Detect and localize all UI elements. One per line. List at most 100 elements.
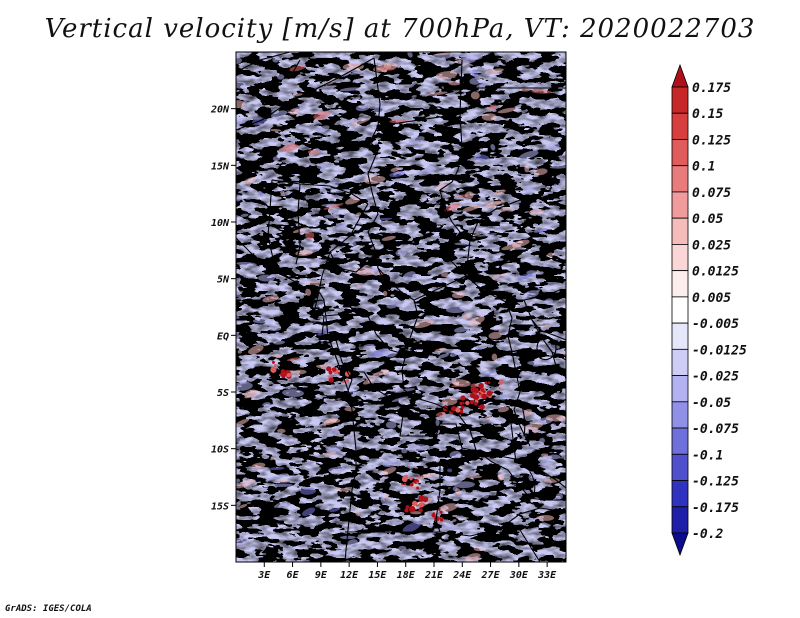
velocity-patch [265, 474, 286, 481]
updraft-core [478, 382, 484, 389]
velocity-patch [454, 326, 469, 333]
velocity-patch [465, 553, 481, 562]
velocity-patch [464, 191, 474, 200]
velocity-patch [448, 80, 461, 86]
velocity-patch [344, 406, 356, 412]
updraft-core [409, 505, 416, 513]
velocity-patch [391, 396, 409, 403]
updraft-core [451, 406, 457, 412]
velocity-patch [538, 324, 552, 327]
velocity-patch [547, 252, 554, 258]
updraft-core [480, 388, 485, 392]
velocity-patch [523, 290, 539, 298]
updraft-core [409, 477, 413, 481]
velocity-patch [313, 110, 331, 120]
velocity-patch [519, 87, 532, 92]
updraft-core [462, 402, 465, 405]
lat-tick-label: 5N [217, 275, 230, 286]
lon-tick-label: 9E [315, 570, 328, 581]
velocity-patch [295, 249, 313, 257]
velocity-patch [550, 423, 557, 429]
updraft-core [404, 508, 408, 513]
velocity-patch [497, 473, 505, 481]
velocity-patch [286, 357, 300, 362]
velocity-patch [382, 494, 390, 498]
updraft-core [438, 508, 441, 511]
updraft-core [331, 367, 337, 372]
velocity-patch [449, 351, 459, 358]
velocity-patch [305, 231, 315, 240]
updraft-core [431, 513, 436, 518]
velocity-patch [339, 535, 356, 540]
updraft-core [412, 500, 418, 506]
velocity-patch [244, 395, 251, 399]
updraft-core [418, 502, 424, 508]
velocity-patch [454, 481, 476, 489]
velocity-patch [336, 222, 348, 231]
velocity-patch [521, 423, 544, 431]
velocity-patch [401, 448, 408, 454]
updraft-core [417, 475, 421, 479]
lat-tick-label: 10S [211, 445, 229, 456]
velocity-patch [240, 213, 249, 217]
velocity-patch [563, 351, 566, 356]
velocity-patch [465, 475, 483, 479]
updraft-core [416, 481, 419, 485]
velocity-patch [277, 428, 286, 433]
updraft-core [486, 390, 493, 397]
updraft-core [328, 377, 334, 383]
velocity-patch [476, 80, 491, 88]
velocity-patch [458, 57, 476, 64]
velocity-patch [342, 62, 364, 71]
updraft-core [326, 366, 332, 372]
updraft-core [491, 391, 494, 394]
velocity-patch [491, 353, 498, 361]
updraft-core [439, 517, 442, 520]
updraft-core [345, 379, 350, 383]
velocity-patch [236, 100, 245, 109]
velocity-patch [269, 327, 282, 332]
updraft-core [416, 486, 420, 490]
velocity-patch [389, 171, 406, 178]
velocity-patch [454, 242, 477, 246]
velocity-patch [552, 501, 558, 505]
velocity-patch [459, 189, 464, 192]
velocity-patch [368, 349, 390, 357]
velocity-patch [316, 164, 326, 170]
velocity-patch [469, 77, 481, 85]
velocity-patch [292, 227, 309, 233]
updraft-core [455, 407, 461, 413]
velocity-patch [441, 524, 459, 530]
velocity-patch [280, 190, 285, 194]
velocity-patch [548, 454, 561, 460]
velocity-patch [398, 545, 407, 551]
velocity-patch [351, 118, 370, 126]
velocity-patch [273, 340, 285, 345]
velocity-patch [556, 493, 563, 500]
velocity-patch [468, 316, 485, 327]
velocity-patch [490, 143, 496, 151]
colorbar: 0.175 0.15 0.125 0.1 0.075 0.05 0.025 0.0125 0.0… [671, 63, 747, 557]
velocity-patch [323, 203, 344, 210]
velocity-patch [257, 274, 275, 282]
velocity-patch [452, 486, 458, 492]
colorbar-swatch [671, 453, 689, 481]
updraft-core [342, 380, 345, 384]
velocity-patch [380, 496, 385, 504]
velocity-patch [248, 345, 264, 355]
velocity-patch [522, 185, 534, 194]
colorbar-label: 0.05 [692, 212, 723, 227]
colorbar-label: -0.05 [692, 396, 731, 411]
updraft-core [401, 482, 404, 486]
velocity-patch [402, 522, 421, 533]
velocity-patch [477, 346, 484, 350]
velocity-patch [307, 149, 320, 155]
colorbar-swatch [671, 322, 689, 350]
velocity-patch [517, 273, 532, 280]
lat-tick-label: 5S [217, 388, 229, 399]
velocity-patch [266, 403, 278, 407]
colorbar-swatch [671, 217, 689, 245]
velocity-patch [369, 532, 379, 535]
updraft-core [273, 364, 277, 367]
velocity-patch [242, 176, 258, 185]
